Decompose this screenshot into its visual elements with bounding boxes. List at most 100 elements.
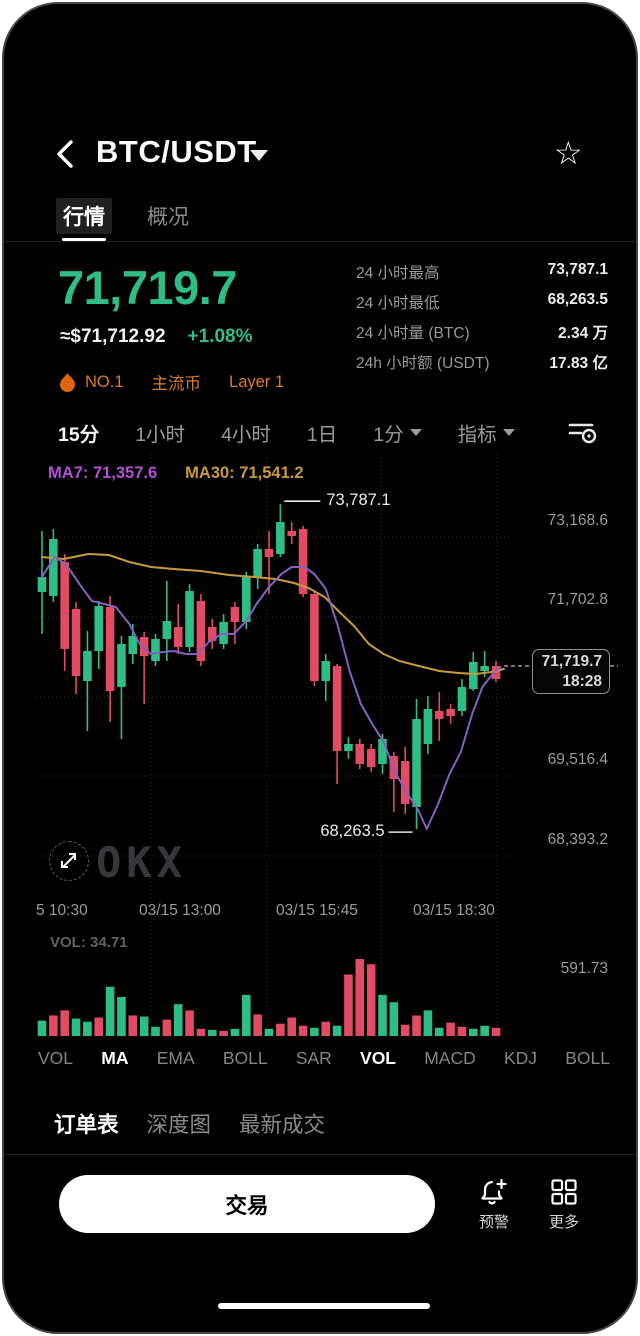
- volume-bar: [162, 1019, 172, 1036]
- candle-body: [366, 749, 376, 767]
- badge-row: NO.1 主流币 Layer 1: [60, 370, 302, 394]
- more-action[interactable]: 更多: [532, 1178, 596, 1232]
- volume-bar: [400, 1024, 410, 1036]
- indicator-tab-vol[interactable]: VOL: [360, 1048, 396, 1068]
- pair-dropdown-caret-icon[interactable]: [250, 150, 268, 161]
- order-tab[interactable]: 深度图: [146, 1113, 212, 1137]
- back-button[interactable]: [52, 138, 78, 170]
- candlestick-canvas[interactable]: [4, 452, 638, 1052]
- stat-value: 2.34 万: [558, 325, 608, 342]
- x-axis-label: 03/15 13:00: [139, 902, 221, 919]
- volume-bar: [253, 1014, 262, 1036]
- volume-bar: [389, 1002, 399, 1036]
- order-tab[interactable]: 订单表: [54, 1113, 119, 1137]
- volume-bar: [242, 994, 251, 1036]
- dropdown-caret-icon: [502, 429, 515, 436]
- volume-bar: [196, 1028, 206, 1036]
- candle-body: [83, 651, 92, 681]
- volume-bar: [434, 1027, 444, 1036]
- candle-body: [310, 594, 319, 681]
- candle-body: [321, 661, 331, 681]
- indicator-tab-boll[interactable]: BOLL: [222, 1048, 268, 1068]
- candle-body: [423, 709, 433, 744]
- candle-body: [378, 739, 387, 764]
- rank-badge[interactable]: NO.1: [85, 372, 124, 391]
- candle-body: [117, 644, 126, 687]
- volume-bar: [412, 1015, 421, 1036]
- indicator-tab-ma[interactable]: MA: [101, 1048, 129, 1068]
- divider: [4, 241, 636, 242]
- indicator-tab-boll[interactable]: BOLL: [565, 1048, 610, 1068]
- trade-button[interactable]: 交易: [59, 1175, 435, 1233]
- candle-body: [400, 761, 410, 804]
- indicator-tab-ema[interactable]: EMA: [156, 1048, 195, 1068]
- timeframe-1小时[interactable]: 1小时: [135, 424, 186, 446]
- top-tab-bar: 行情 概况: [56, 198, 196, 241]
- volume-bar: [344, 974, 353, 1036]
- order-tab[interactable]: 最新成交: [239, 1113, 326, 1137]
- candle-body: [60, 562, 69, 649]
- y-axis-label: 71,702.8: [547, 591, 608, 608]
- dropdown-caret-icon: [409, 429, 422, 436]
- volume-bar: [480, 1025, 489, 1036]
- volume-bar: [49, 1015, 58, 1036]
- candle-body: [264, 549, 274, 557]
- timeframe-1分[interactable]: 1分: [373, 418, 422, 447]
- candle-body: [480, 666, 489, 671]
- candle-body: [434, 711, 444, 719]
- timeframe-4小时[interactable]: 4小时: [221, 424, 271, 446]
- okx-watermark: OKX: [96, 838, 187, 887]
- timeframe-指标[interactable]: 指标: [458, 418, 515, 447]
- timeframe-15分[interactable]: 15分: [58, 424, 100, 446]
- candle-body: [207, 627, 217, 641]
- volume-bar: [83, 1021, 92, 1036]
- flame-icon: [60, 372, 75, 392]
- alert-action[interactable]: 预警: [462, 1178, 526, 1232]
- stat-value: 73,787.1: [547, 261, 608, 278]
- volume-bar: [321, 1021, 331, 1036]
- stat-row: 24 小时最低 68,263.5: [356, 291, 608, 313]
- tab-market[interactable]: 行情: [56, 198, 112, 241]
- x-axis-label: 03/15 15:45: [276, 902, 358, 919]
- more-label: 更多: [548, 1214, 579, 1231]
- stat-row: 24 小时最高 73,787.1: [356, 261, 608, 283]
- ma7-line: [41, 556, 502, 830]
- timeframe-1日[interactable]: 1日: [306, 424, 338, 446]
- indicator-tab-sar[interactable]: SAR: [295, 1048, 332, 1068]
- indicator-tab-vol[interactable]: VOL: [38, 1048, 74, 1068]
- candle-body: [139, 637, 149, 656]
- chart-settings-icon[interactable]: [568, 420, 598, 446]
- volume-bar: [37, 1020, 47, 1036]
- stat-label: 24 小时最低: [356, 295, 440, 312]
- price-chart[interactable]: MA7: 71,357.6 MA30: 71,541.2 73,168.6 71,…: [4, 452, 638, 1052]
- candle-body: [105, 607, 115, 691]
- volume-bar: [310, 1027, 319, 1036]
- candle-body: [162, 621, 172, 639]
- volume-bar: [264, 1028, 274, 1036]
- last-price: 71,719.7: [58, 261, 237, 314]
- volume-bar: [219, 1030, 228, 1036]
- volume-bar: [151, 1026, 160, 1036]
- layer-badge[interactable]: Layer 1: [229, 372, 285, 391]
- high-annotation: 73,787.1: [326, 491, 391, 510]
- ma30-line: [41, 553, 505, 675]
- favorite-star-icon[interactable]: ☆: [554, 135, 583, 171]
- volume-bar: [366, 964, 376, 1036]
- y-axis-label: 68,393.2: [547, 831, 608, 848]
- candle-body: [151, 639, 160, 661]
- volume-bar: [355, 959, 365, 1036]
- indicator-tab-kdj[interactable]: KDJ: [503, 1048, 538, 1068]
- grid-icon: [551, 1179, 577, 1205]
- volume-bar: [139, 1016, 149, 1036]
- candle-body: [276, 522, 285, 554]
- indicator-tab-macd[interactable]: MACD: [424, 1048, 476, 1068]
- volume-bar: [276, 1023, 285, 1036]
- marker-time: 18:28: [562, 673, 602, 690]
- candle-body: [196, 601, 206, 661]
- candle-body: [457, 687, 467, 711]
- expand-chart-icon[interactable]: [49, 841, 89, 881]
- ma-legend: MA7: 71,357.6 MA30: 71,541.2: [48, 464, 304, 483]
- category-badge[interactable]: 主流币: [151, 375, 202, 393]
- tab-overview[interactable]: 概况: [147, 206, 189, 229]
